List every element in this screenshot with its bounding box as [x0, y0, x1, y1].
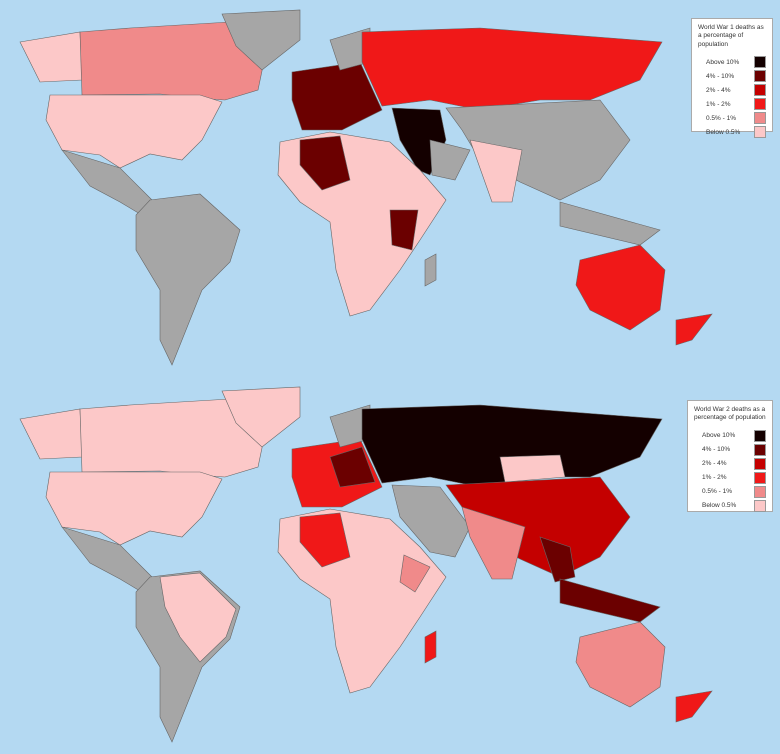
map-ww2 [19, 386, 713, 743]
madagascar [424, 630, 437, 664]
greenland [221, 386, 301, 448]
canada [79, 21, 269, 101]
legend-label: 0.5% - 1% [706, 114, 736, 122]
legend-swatch [754, 457, 766, 470]
mongolia [499, 454, 566, 483]
asia [445, 99, 631, 201]
legend-entry: 1% - 2% [698, 97, 766, 111]
legend-swatch [754, 471, 766, 484]
legend: World War 1 deaths as a percentage of po… [691, 18, 773, 139]
legend-label: 1% - 2% [706, 100, 731, 108]
australia [575, 244, 666, 331]
arabia [429, 139, 471, 181]
new-zealand [675, 690, 713, 723]
usa [45, 471, 223, 546]
somalia [399, 554, 431, 593]
legend-title: World War 1 deaths as a percentage of po… [698, 24, 764, 48]
madagascar [424, 253, 437, 287]
legend-swatch [754, 443, 766, 456]
legend-swatch [754, 112, 766, 125]
legend-swatch [754, 84, 766, 97]
islands [559, 578, 661, 623]
alaska [19, 408, 83, 460]
legend-swatch [754, 56, 766, 69]
legend-entry: Below 0.5% [694, 499, 766, 513]
islands [559, 201, 661, 246]
legend-label: 1% - 2% [702, 474, 727, 482]
legend-label: 2% - 4% [706, 86, 731, 94]
legend-swatch [754, 70, 766, 83]
indochina [539, 536, 576, 583]
south-america [135, 193, 241, 366]
legend-label: 0.5% - 1% [702, 488, 732, 496]
legend: World War 2 deaths as a percentage of po… [687, 400, 773, 512]
legend-entry: 0.5% - 1% [698, 111, 766, 125]
map-ww1 [19, 9, 713, 366]
legend-label: 2% - 4% [702, 460, 727, 468]
legend-swatch [754, 429, 766, 442]
greenland [221, 9, 301, 71]
legend-label: Below 0.5% [706, 128, 741, 136]
east-africa [389, 209, 419, 251]
russia [361, 27, 663, 111]
australia [575, 621, 666, 708]
middle-east [391, 484, 471, 558]
canada [79, 398, 269, 478]
legend-entry: 4% - 10% [694, 443, 766, 457]
legend-label: 4% - 10% [706, 72, 735, 80]
algeria [299, 512, 351, 568]
legend-entry: 2% - 4% [698, 83, 766, 97]
legend-swatch [754, 499, 766, 512]
legend-entry: 0.5% - 1% [694, 485, 766, 499]
legend-entry: Above 10% [694, 429, 766, 443]
legend-title: World War 2 deaths as a percentage of po… [694, 406, 766, 422]
legend-label: Above 10% [706, 58, 740, 66]
india [469, 139, 523, 203]
india [461, 506, 526, 580]
algeria [299, 135, 351, 191]
legend-label: Below 0.5% [702, 502, 737, 510]
alaska [19, 31, 83, 83]
legend-swatch [754, 98, 766, 111]
legend-entry: 1% - 2% [694, 471, 766, 485]
legend-entry: Above 10% [698, 55, 766, 69]
legend-entry: 4% - 10% [698, 69, 766, 83]
legend-label: 4% - 10% [702, 446, 731, 454]
legend-swatch [754, 485, 766, 498]
legend-label: Above 10% [702, 432, 736, 440]
brazil [159, 572, 237, 663]
legend-entry: 2% - 4% [694, 457, 766, 471]
central-europe [329, 446, 376, 488]
legend-entry: Below 0.5% [698, 125, 766, 139]
new-zealand [675, 313, 713, 346]
usa [45, 94, 223, 169]
legend-swatch [754, 126, 766, 139]
